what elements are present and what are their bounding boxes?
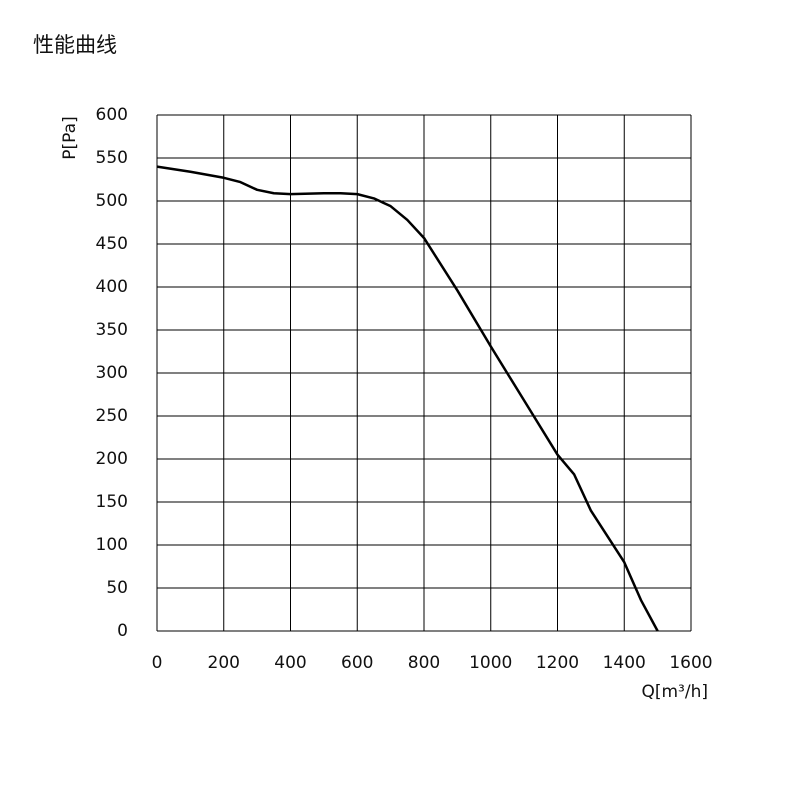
y-tick-label: 250 xyxy=(96,406,128,426)
y-tick-label: 300 xyxy=(96,363,128,383)
y-tick-label: 450 xyxy=(96,234,128,254)
y-axis-label: P[Pa] xyxy=(60,116,80,159)
y-tick-label: 500 xyxy=(96,191,128,211)
y-tick-label: 600 xyxy=(96,105,128,125)
chart-title: 性能曲线 xyxy=(33,33,117,57)
y-tick-label: 100 xyxy=(96,535,128,555)
y-tick-label: 350 xyxy=(96,320,128,340)
x-tick-label: 1000 xyxy=(469,653,512,673)
y-tick-label: 0 xyxy=(117,621,128,641)
x-tick-label: 400 xyxy=(274,653,306,673)
y-tick-label: 150 xyxy=(96,492,128,512)
x-tick-label: 1600 xyxy=(669,653,712,673)
y-tick-label: 400 xyxy=(96,277,128,297)
x-axis-label: Q[m³/h] xyxy=(641,682,708,702)
x-tick-label: 0 xyxy=(152,653,163,673)
x-tick-label: 600 xyxy=(341,653,373,673)
y-tick-label: 50 xyxy=(106,578,128,598)
x-tick-label: 800 xyxy=(408,653,440,673)
y-tick-label: 550 xyxy=(96,148,128,168)
curve xyxy=(156,165,659,632)
y-tick-label: 200 xyxy=(96,449,128,469)
x-tick-label: 1400 xyxy=(603,653,646,673)
x-tick-label: 1200 xyxy=(536,653,579,673)
x-tick-label: 200 xyxy=(208,653,240,673)
